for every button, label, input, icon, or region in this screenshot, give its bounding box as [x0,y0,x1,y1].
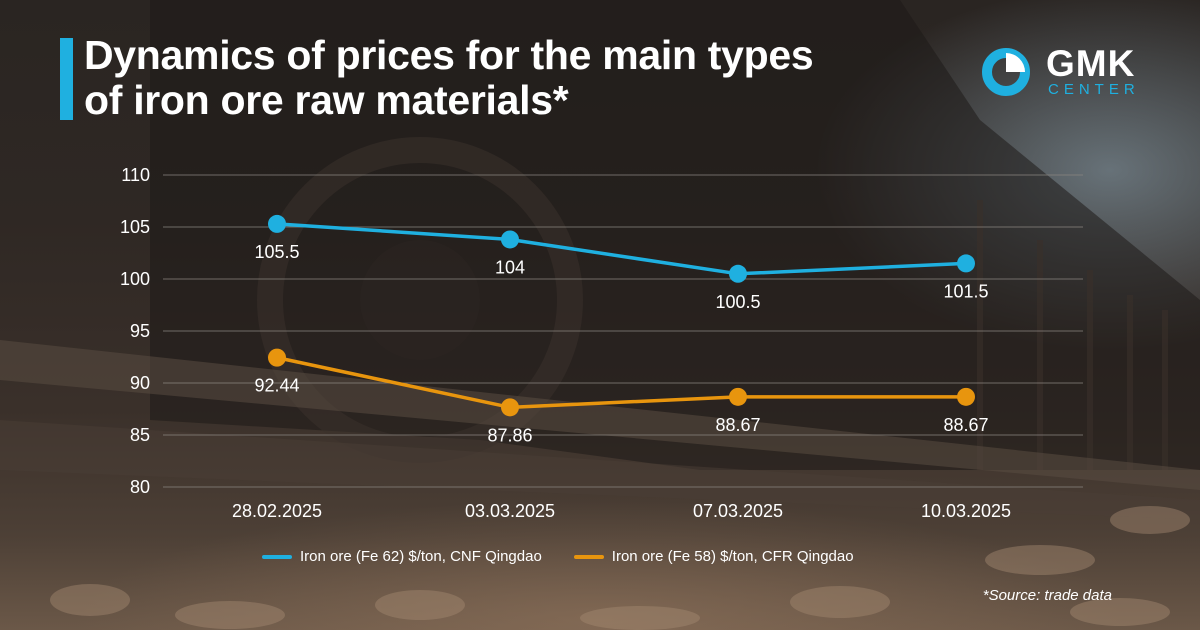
legend-item-fe62: Iron ore (Fe 62) $/ton, CNF Qingdao [262,548,542,565]
data-point [957,254,975,273]
series-line-2 [276,355,966,410]
title-accent-bar [60,38,73,120]
data-point [501,230,519,249]
data-label: 104 [495,257,525,277]
y-tick-label: 95 [130,321,150,341]
x-tick-label: 10.03.2025 [921,501,1011,521]
data-label: 88.67 [715,415,760,435]
data-label: 100.5 [715,292,760,312]
x-tick-label: 03.03.2025 [465,501,555,521]
data-point [729,387,747,406]
data-label: 92.44 [254,376,299,396]
data-point [501,398,519,417]
source-note: *Source: trade data [982,587,1112,604]
legend-swatch-fe58 [573,554,604,559]
logo-name: GMK [1046,43,1136,84]
y-tick-label: 110 [121,165,150,185]
data-point [957,387,975,406]
series-line-1 [276,222,967,276]
legend-label-fe58: Iron ore (Fe 58) $/ton, CFR Qingdao [611,548,854,565]
data-label: 87.86 [487,425,532,445]
data-point [268,214,286,233]
data-point [729,264,747,283]
y-tick-label: 105 [120,217,150,237]
legend-swatch-fe62 [262,554,292,559]
data-label: 101.5 [943,281,988,301]
y-tick-label: 80 [130,477,150,497]
legend-label-fe62: Iron ore (Fe 62) $/ton, CNF Qingdao [300,548,542,565]
gmk-logo-icon [982,48,1030,96]
x-tick-label: 07.03.2025 [693,501,783,521]
y-tick-label: 90 [130,373,150,393]
x-tick-label: 28.02.2025 [232,501,322,521]
data-point [268,348,286,367]
data-label: 105.5 [254,242,299,262]
y-tick-label: 100 [120,269,150,289]
logo-subtitle: CENTER [1048,81,1140,98]
chart-legend: Iron ore (Fe 62) $/ton, CNF Qingdao Iron… [262,548,886,565]
y-tick-label: 85 [130,425,150,445]
legend-item-fe58: Iron ore (Fe 58) $/ton, CFR Qingdao [573,548,854,565]
page-title: Dynamics of prices for the main types of… [84,32,814,123]
brand-logo: GMK CENTER [980,44,1140,100]
data-label: 88.67 [943,415,988,435]
